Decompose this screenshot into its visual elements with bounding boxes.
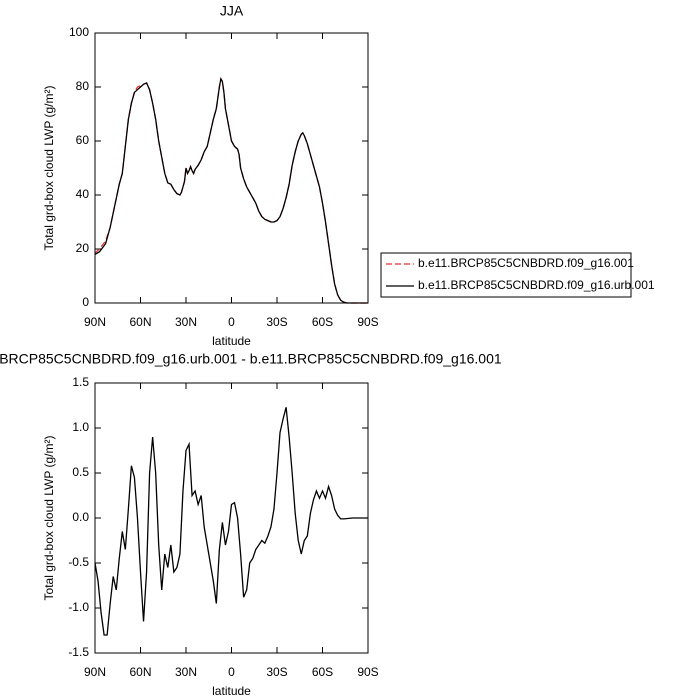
y-tick-label: 0.5: [72, 465, 89, 479]
y-tick-label: -0.5: [68, 555, 89, 569]
legend-label: b.e11.BRCP85C5CNBDRD.f09_g16.urb.001: [418, 278, 655, 292]
chart-title: b.e11.BRCP85C5CNBDRD.f09_g16.urb.001 - b…: [0, 351, 502, 367]
y-tick-label: 0.0: [72, 510, 89, 524]
x-tick-label: 60S: [312, 315, 333, 329]
data-line: [94, 77, 368, 304]
y-tick-label: -1.0: [68, 600, 89, 614]
y-axis-label: Total grd-box cloud LWP (g/m²): [42, 436, 56, 601]
legend-box: [380, 252, 632, 298]
y-tick-label: 1.5: [72, 375, 89, 389]
x-tick-label: 60N: [129, 315, 151, 329]
x-axis-label: latitude: [212, 684, 251, 698]
x-tick-label: 90N: [84, 665, 106, 679]
y-tick-label: 20: [76, 241, 90, 255]
x-tick-label: 30N: [175, 315, 197, 329]
x-tick-label: 90S: [357, 315, 378, 329]
y-tick-label: -1.5: [68, 645, 89, 659]
y-tick-label: 100: [69, 25, 89, 39]
y-tick-label: 1.0: [72, 420, 89, 434]
x-tick-label: 30S: [266, 665, 287, 679]
x-tick-label: 90S: [357, 665, 378, 679]
plot-frame: [94, 32, 369, 304]
x-axis-label: latitude: [212, 334, 251, 348]
y-axis-label: Total grd-box cloud LWP (g/m²): [42, 86, 56, 251]
legend-label: b.e11.BRCP85C5CNBDRD.f09_g16.001: [418, 256, 634, 270]
chart-title: JJA: [220, 3, 244, 19]
x-tick-label: 30S: [266, 315, 287, 329]
x-tick-label: 30N: [175, 665, 197, 679]
x-tick-label: 90N: [84, 315, 106, 329]
y-tick-label: 0: [82, 295, 89, 309]
y-tick-label: 80: [76, 79, 90, 93]
y-tick-label: 60: [76, 133, 90, 147]
data-line: [94, 77, 368, 304]
x-tick-label: 0: [228, 315, 235, 329]
data-line: [94, 407, 368, 636]
x-tick-label: 0: [228, 665, 235, 679]
y-tick-label: 40: [76, 187, 90, 201]
plot-frame: [94, 382, 369, 654]
x-tick-label: 60S: [312, 665, 333, 679]
x-tick-label: 60N: [129, 665, 151, 679]
